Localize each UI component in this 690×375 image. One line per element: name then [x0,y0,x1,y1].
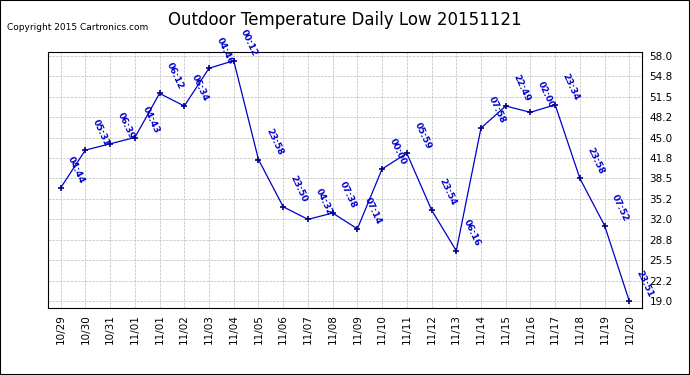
Text: 23:34: 23:34 [561,72,581,102]
Text: 07:52: 07:52 [610,193,631,223]
Text: 07:38: 07:38 [338,180,358,210]
Text: 04:46: 04:46 [215,36,235,66]
Text: 06:12: 06:12 [165,61,186,91]
Text: 23:58: 23:58 [264,127,284,157]
Text: 23:51: 23:51 [635,268,655,298]
Text: 06:16: 06:16 [462,218,482,248]
Text: Temperature (°F): Temperature (°F) [536,33,637,42]
Text: 04:43: 04:43 [140,105,161,135]
Text: 07:58: 07:58 [486,96,506,125]
Text: 00:00: 00:00 [388,137,408,166]
Text: Copyright 2015 Cartronics.com: Copyright 2015 Cartronics.com [7,22,148,32]
Text: 05:31: 05:31 [91,118,111,147]
Text: 07:14: 07:14 [363,196,383,226]
Text: 00:12: 00:12 [239,28,259,58]
Text: Outdoor Temperature Daily Low 20151121: Outdoor Temperature Daily Low 20151121 [168,11,522,29]
Text: 02:00: 02:00 [536,80,556,110]
Text: 23:54: 23:54 [437,177,457,207]
Text: 06:34: 06:34 [190,74,210,103]
Text: 22:49: 22:49 [511,73,531,103]
Text: 04:44: 04:44 [66,155,86,185]
Text: 06:39: 06:39 [116,111,136,141]
Text: 05:59: 05:59 [413,121,433,150]
Text: 23:58: 23:58 [585,146,606,176]
Text: 23:50: 23:50 [288,174,309,204]
Text: 04:32: 04:32 [313,187,334,217]
